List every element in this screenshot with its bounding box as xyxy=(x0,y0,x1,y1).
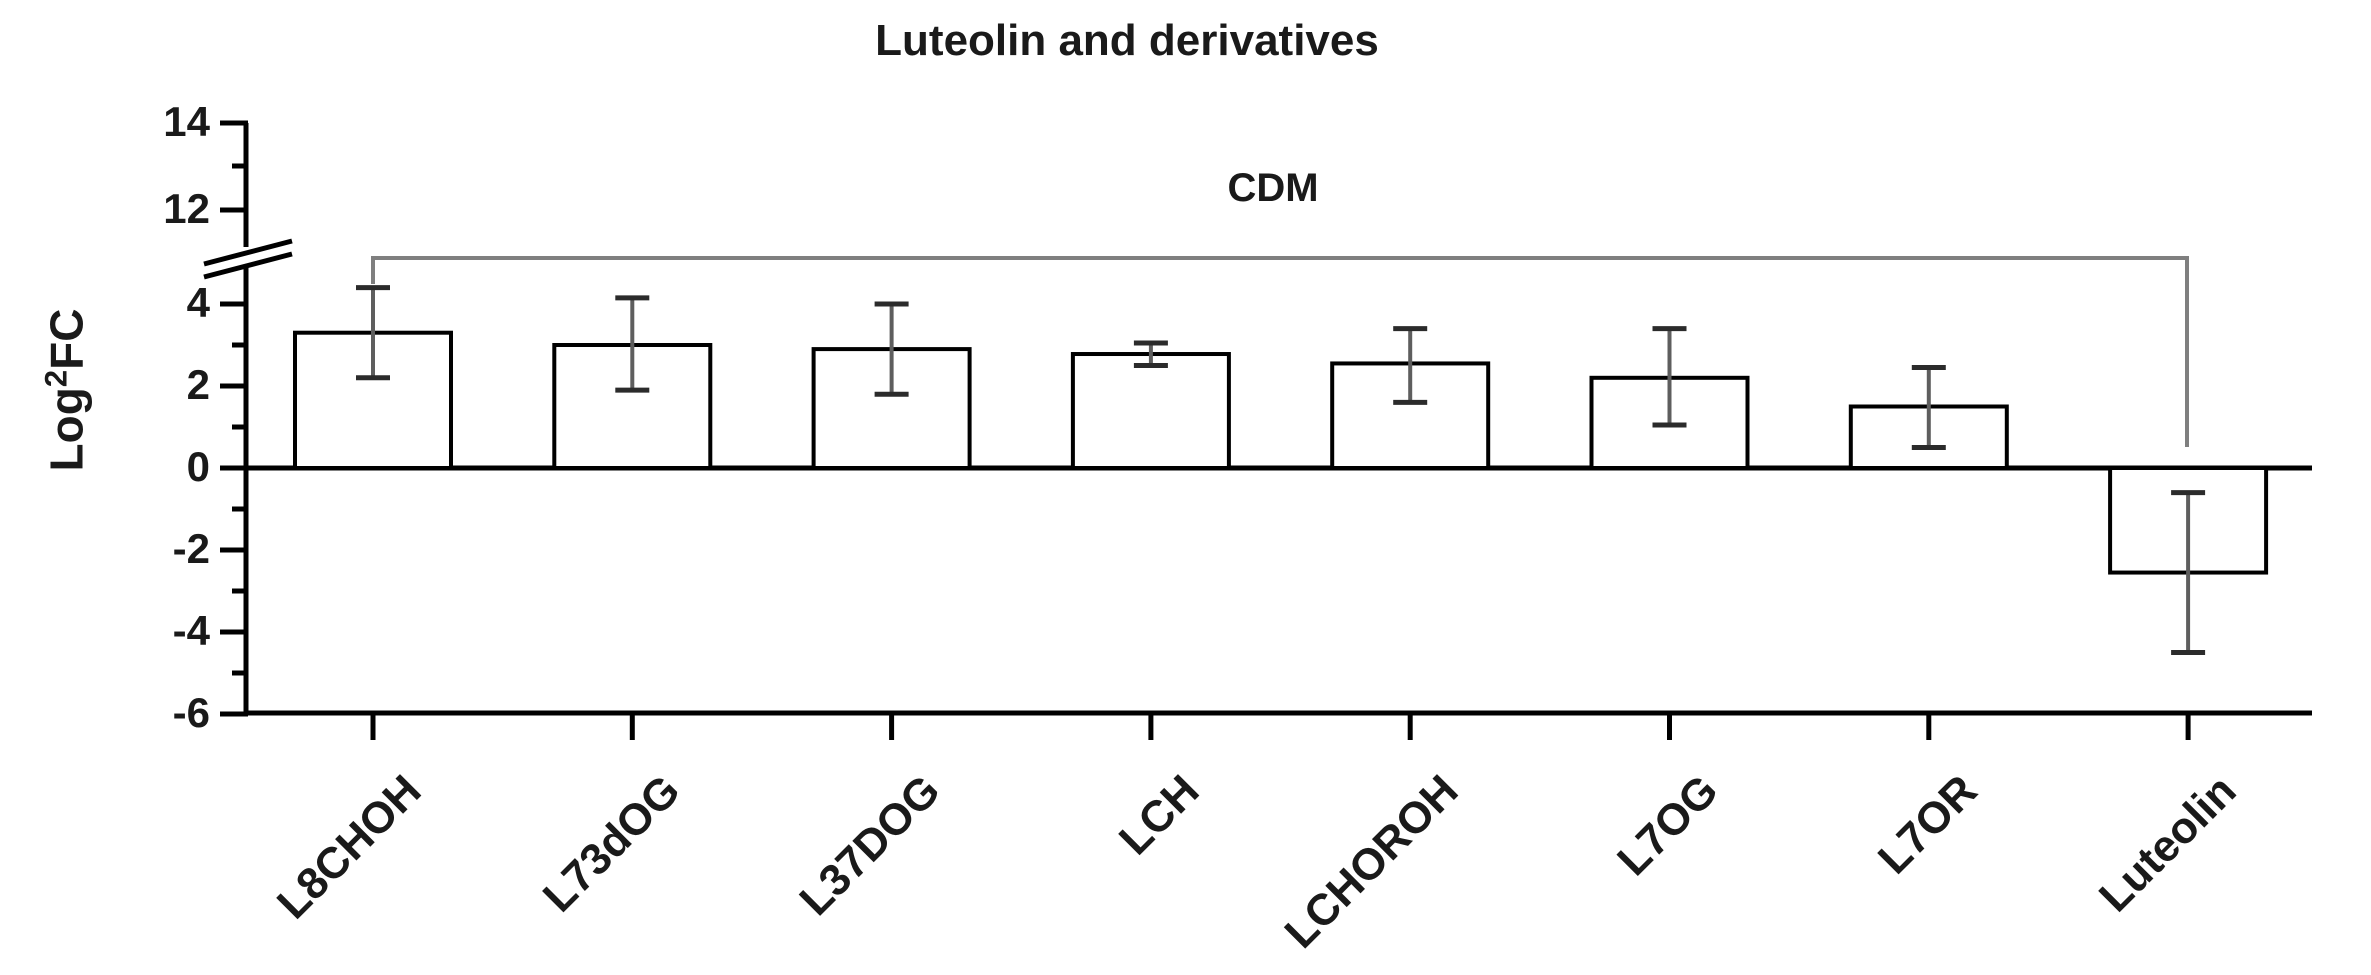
y-tick-label-2: 2 xyxy=(186,361,210,409)
axis-break-slash xyxy=(203,238,293,267)
y-tick-label--2: -2 xyxy=(172,525,210,573)
bar-LCH xyxy=(1070,352,1231,470)
cdm-bracket-line xyxy=(371,256,2189,447)
chart-title: Luteolin and derivatives xyxy=(875,16,1379,65)
y-tick-label-4: 4 xyxy=(186,279,210,327)
y-tick-label--6: -6 xyxy=(172,689,210,737)
y-tick-label-14: 14 xyxy=(163,98,210,146)
y-tick-label-12: 12 xyxy=(163,185,210,233)
y-tick-label--4: -4 xyxy=(172,607,210,655)
axis-break-slash xyxy=(203,251,293,280)
y-tick-label-0: 0 xyxy=(186,443,210,491)
bracket-annotation-label: CDM xyxy=(1227,166,1319,210)
